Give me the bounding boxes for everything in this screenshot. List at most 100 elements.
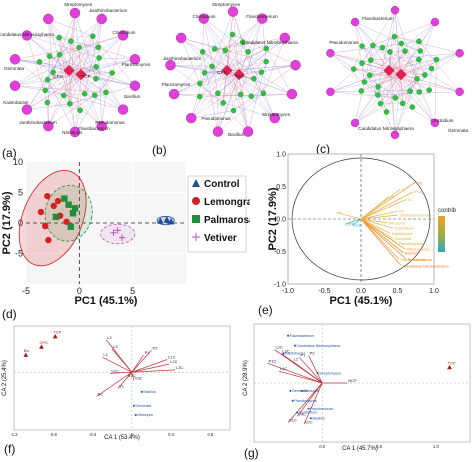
biplot-label: V1 — [119, 383, 125, 388]
score-point-control — [157, 217, 164, 224]
variable-node — [68, 38, 74, 44]
x-tick-label: -0.8 — [50, 432, 58, 437]
network-edge — [214, 48, 240, 75]
loading-arrow — [360, 210, 398, 220]
contrib-colorbar: contrib — [438, 208, 457, 252]
network-edge — [49, 56, 82, 75]
panel-label-a: (a) — [2, 146, 17, 160]
plot-frame — [13, 325, 231, 431]
network-edge — [199, 74, 240, 97]
network-edge — [49, 40, 71, 57]
biplot-arrow — [287, 382, 323, 423]
variable-marker — [287, 334, 290, 337]
taxon-node — [227, 6, 239, 17]
score-point-vetiver — [118, 234, 126, 241]
variable-node — [414, 75, 420, 82]
network-edge — [48, 18, 97, 79]
network-edge — [170, 64, 228, 71]
network-edge — [266, 48, 293, 95]
variable-node — [76, 44, 82, 51]
network-edge — [14, 47, 99, 86]
biplot-label: L3 — [113, 344, 118, 349]
network-edge — [238, 48, 267, 75]
taxon-node — [286, 88, 298, 100]
score-point-vetiver — [110, 229, 117, 236]
biplot-label: L3C — [176, 365, 183, 370]
network-edge — [95, 66, 124, 110]
variable-node — [248, 93, 255, 99]
network-edge — [394, 10, 418, 79]
network-edge — [386, 70, 390, 112]
variable-node — [81, 91, 88, 97]
network-edge — [101, 92, 107, 127]
network-edge — [68, 18, 102, 71]
network-edge — [47, 72, 54, 103]
loading-arrow — [336, 212, 362, 220]
taxon-node — [326, 87, 335, 96]
network-edge — [354, 21, 402, 75]
network-edge — [238, 64, 296, 75]
network-edge — [388, 70, 420, 93]
network-edge — [240, 78, 255, 95]
biplot-arrow — [110, 371, 132, 374]
network-edge — [372, 36, 395, 46]
network-c: Flavobacterium Pseudomonas Candidatus Nitr… — [326, 5, 469, 140]
network-edge — [402, 91, 420, 104]
variable-node — [415, 56, 422, 63]
network-edge — [394, 78, 418, 135]
taxon-node — [257, 13, 268, 24]
variable-node — [91, 92, 98, 98]
network-edge — [382, 47, 460, 92]
network-edge — [74, 72, 113, 133]
biplot-label: Gemmata — [292, 389, 308, 393]
biplot-label: Pseudomonas — [310, 407, 333, 411]
taxon-node — [198, 13, 209, 24]
network-edge — [47, 56, 50, 80]
variable-node — [377, 100, 384, 107]
loading-label: Kaistobacter — [392, 232, 414, 236]
variable-node — [196, 93, 203, 100]
biplot-arrow — [131, 363, 170, 373]
node-label: Clostridium — [113, 30, 136, 35]
network-edge — [226, 61, 267, 71]
network-edge — [80, 74, 95, 96]
network-edge — [388, 70, 425, 76]
x-tick-label: -5 — [22, 286, 30, 296]
biplot-label: P1C — [269, 358, 277, 363]
taxon-node — [269, 112, 280, 124]
biplot-arrow — [278, 370, 323, 384]
legend-box — [187, 175, 247, 253]
network-edge — [388, 70, 413, 108]
network-edges — [330, 10, 460, 135]
network-edge — [226, 51, 249, 71]
loading-label: N — [402, 188, 405, 192]
network-edge — [63, 93, 85, 96]
network-edge — [353, 45, 363, 70]
network-edge — [214, 48, 228, 71]
score-point-lemongrass — [45, 236, 52, 244]
biplot-label: Bacillus — [143, 390, 156, 394]
network-edge — [372, 21, 435, 46]
variable-node — [44, 99, 51, 106]
network-edge — [68, 70, 85, 94]
loading-label: TCP — [354, 224, 362, 228]
x-tick-label: 0 — [77, 286, 82, 296]
network-edge — [217, 74, 240, 94]
network-edge — [95, 78, 135, 86]
taxon-node — [430, 17, 440, 27]
node-label: Gemmata — [4, 66, 25, 71]
axes — [13, 325, 231, 431]
node-label: Planctomyces — [162, 82, 191, 87]
network-edge — [48, 95, 95, 127]
network-edge — [47, 102, 81, 111]
network-edge — [330, 53, 378, 96]
network-edge — [377, 86, 387, 112]
score-points — [37, 192, 175, 244]
site-marker — [447, 364, 452, 370]
network-edge — [226, 70, 249, 132]
taxon-node — [350, 118, 360, 128]
network-edge — [389, 51, 396, 135]
pca-score-plot: -5 0 5 10 5 0 -5 PC1 (45.1%) PC2 (17.9%) Contr… — [1, 158, 250, 307]
network-edge — [92, 36, 97, 67]
taxon-node — [21, 104, 33, 115]
